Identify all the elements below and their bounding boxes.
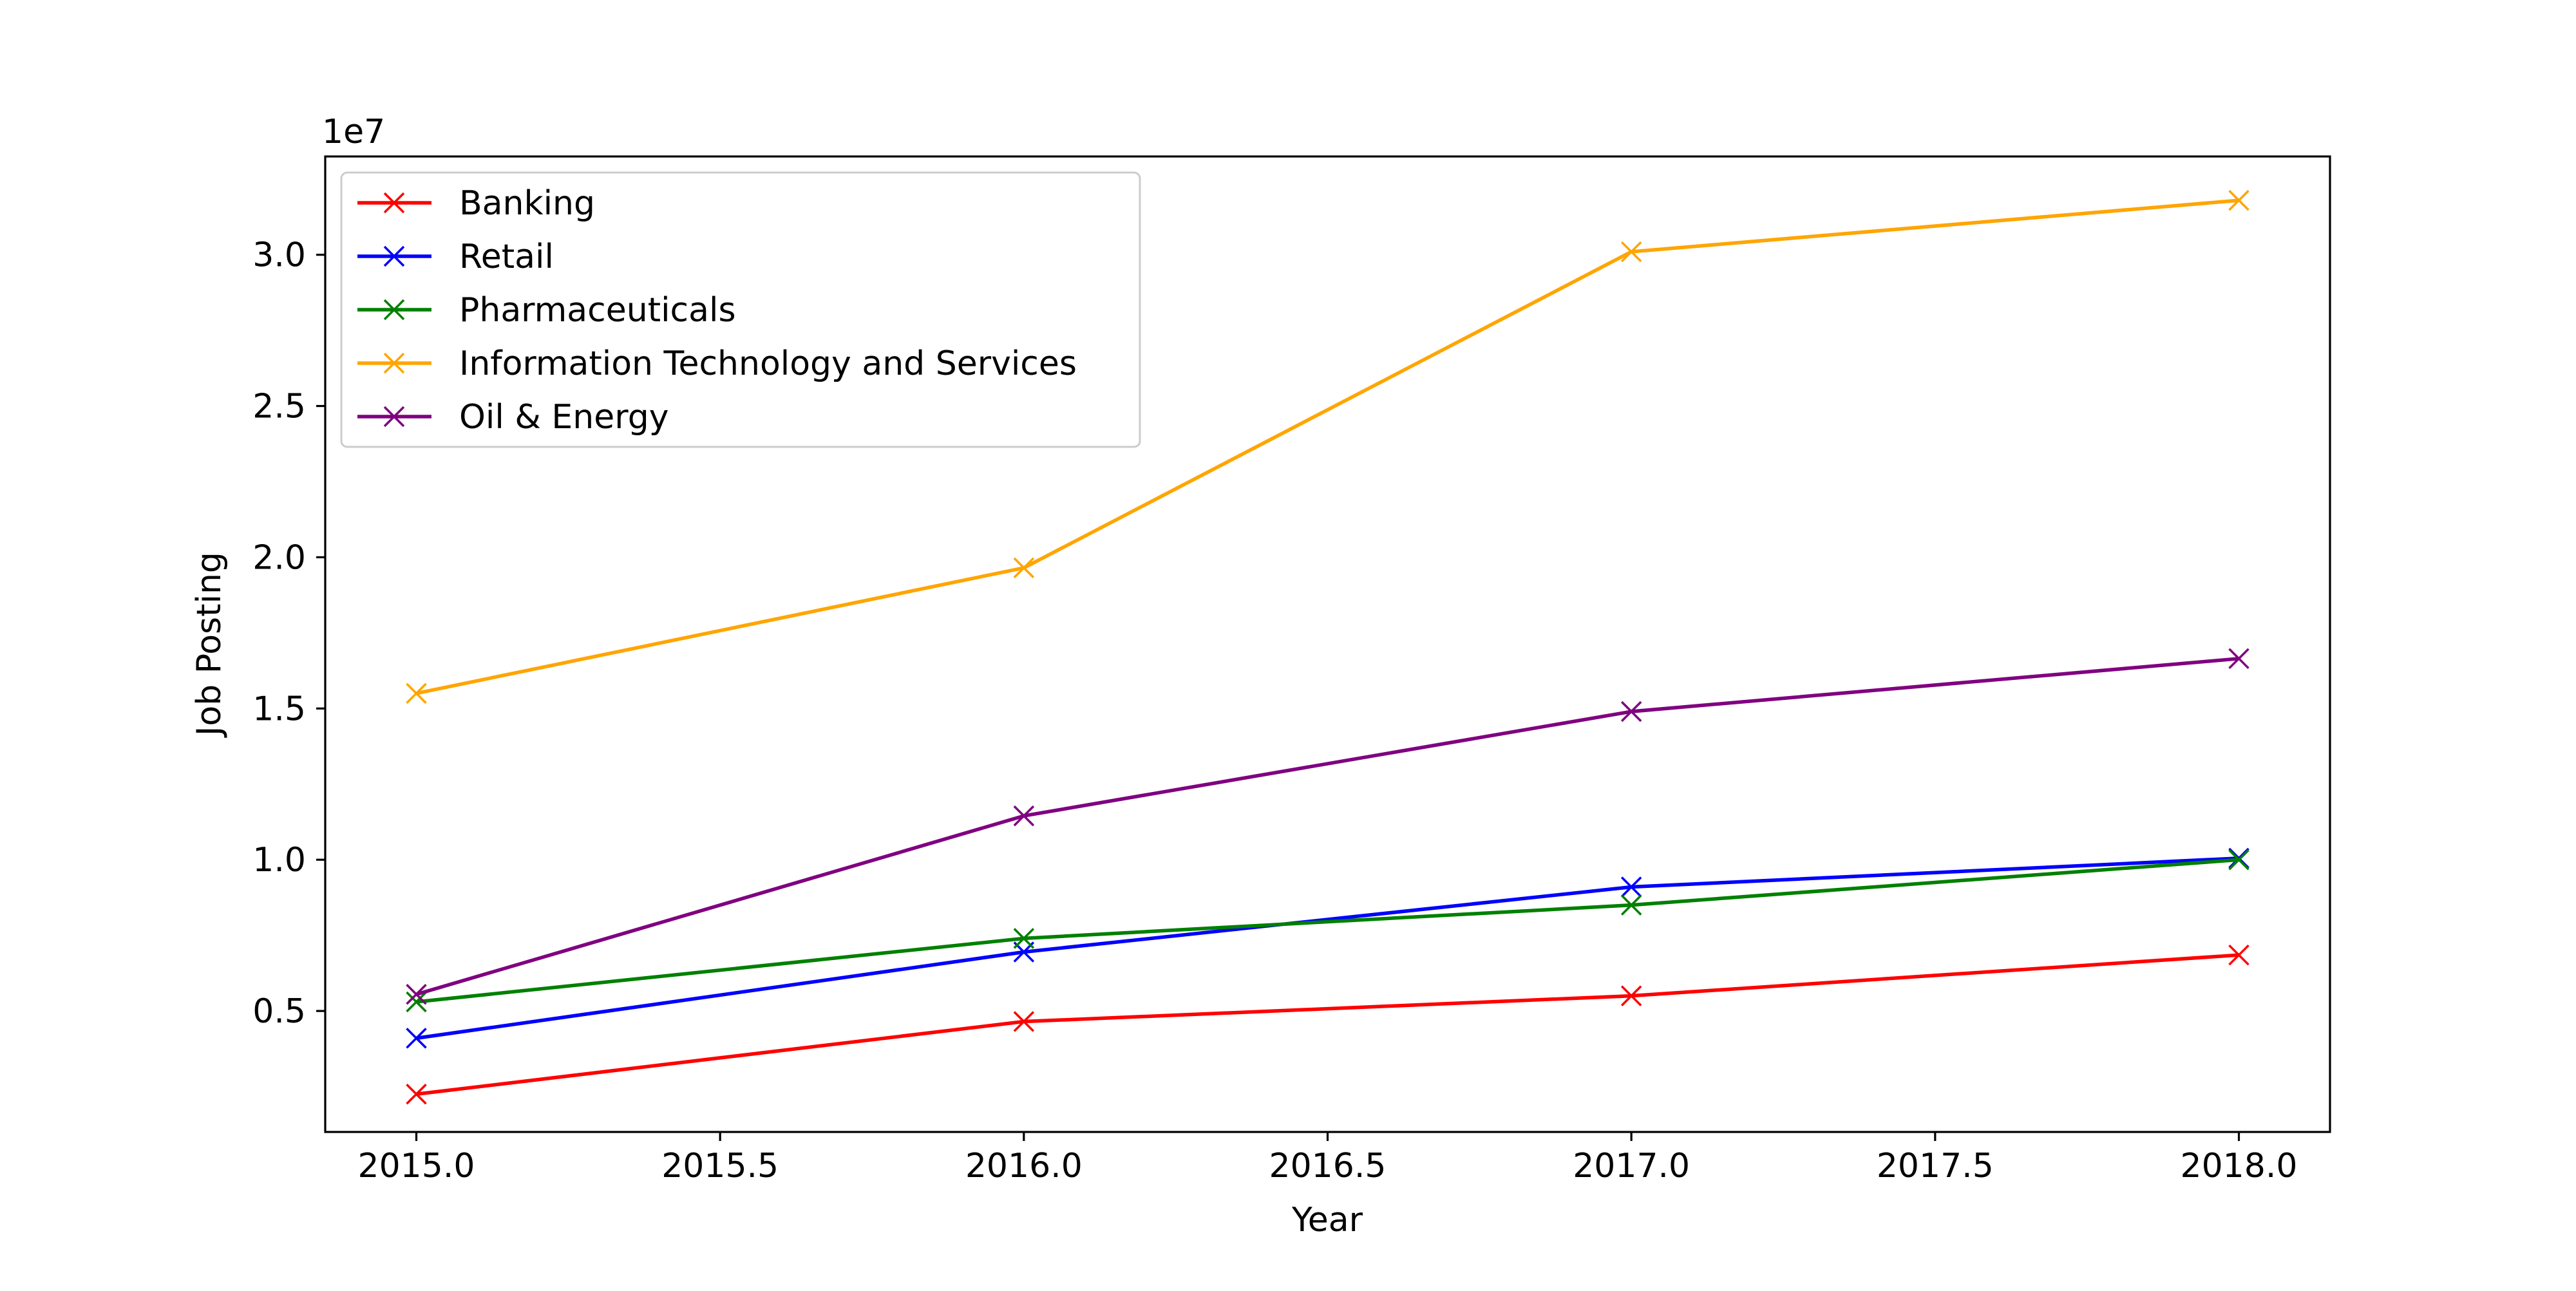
y-tick-label: 3.0 [252, 236, 306, 275]
series-0 [406, 944, 2249, 1105]
legend-item: Pharmaceuticals [357, 291, 736, 330]
y-axis-offset-label: 1e7 [322, 113, 385, 151]
data-point-marker [1620, 876, 1642, 898]
legend-item: Retail [357, 238, 554, 276]
legend-box [340, 171, 1141, 448]
legend-label: Retail [459, 238, 554, 276]
legend-item: Information Technology and Services [357, 344, 1077, 383]
legend-marker [383, 299, 405, 321]
data-point-marker [1620, 241, 1642, 263]
data-point-marker [2228, 189, 2249, 211]
x-tick-label: 2015.5 [661, 1147, 779, 1185]
x-tick-label: 2016.0 [965, 1147, 1083, 1185]
series-line [415, 198, 2239, 695]
y-axis-ticks: 0.5 1.0 1.5 2.0 2.5 3.0 [252, 236, 325, 1031]
data-point-marker [1620, 985, 1642, 1006]
x-tick-label: 2015.0 [358, 1147, 475, 1185]
x-tick-label: 2018.0 [2181, 1147, 2298, 1185]
x-axis-label: Year [1291, 1201, 1363, 1239]
series-layer [406, 189, 2249, 1105]
legend-marker [383, 352, 405, 374]
x-tick-label: 2016.5 [1269, 1147, 1387, 1185]
legend-label: Pharmaceuticals [459, 291, 736, 330]
legend-label: Information Technology and Services [459, 344, 1077, 383]
data-point-marker [406, 1084, 427, 1105]
data-point-marker [1013, 1011, 1035, 1032]
data-point-marker [1013, 805, 1035, 827]
legend-marker [383, 406, 405, 428]
legend-label: Banking [459, 184, 595, 223]
series-3 [406, 189, 2249, 704]
data-point-marker [2228, 944, 2249, 966]
series-line [416, 856, 2239, 1041]
y-tick-label: 2.5 [252, 388, 306, 426]
x-axis-ticks: 2015.0 2015.5 2016.0 2016.5 2017.0 2017.5 2018… [358, 1132, 2298, 1185]
x-tick-label: 2017.0 [1573, 1147, 1690, 1185]
series-4 [406, 648, 2249, 1005]
data-point-marker [1620, 701, 1642, 722]
x-tick-label: 2017.5 [1877, 1147, 1994, 1185]
y-tick-label: 2.0 [252, 538, 306, 577]
series-2 [406, 849, 2249, 1013]
data-point-marker [1620, 894, 1642, 916]
series-line [416, 858, 2239, 1004]
data-point-marker [2228, 849, 2249, 871]
data-point-marker [406, 1028, 427, 1049]
data-point-marker [1013, 557, 1035, 579]
legend-marker [383, 192, 405, 214]
data-point-marker [406, 984, 427, 1005]
legend-item: Banking [357, 184, 595, 223]
y-tick-label: 1.5 [252, 690, 306, 728]
legend-items: Banking Retail Pharmaceuticals Information … [357, 184, 1077, 437]
y-axis-label: Job Posting [190, 552, 229, 738]
data-point-marker [406, 991, 427, 1013]
series-line [416, 953, 2239, 1097]
legend-marker [383, 245, 405, 267]
legend-label: Oil & Energy [459, 398, 668, 437]
data-point-marker [1013, 928, 1035, 949]
y-tick-label: 0.5 [252, 992, 306, 1031]
legend-item: Oil & Energy [357, 398, 668, 437]
data-point-marker [2228, 648, 2249, 670]
series-line [415, 657, 2239, 996]
y-tick-label: 1.0 [252, 841, 306, 880]
legend: Banking Retail Pharmaceuticals Information … [340, 171, 1141, 448]
data-point-marker [406, 683, 427, 704]
